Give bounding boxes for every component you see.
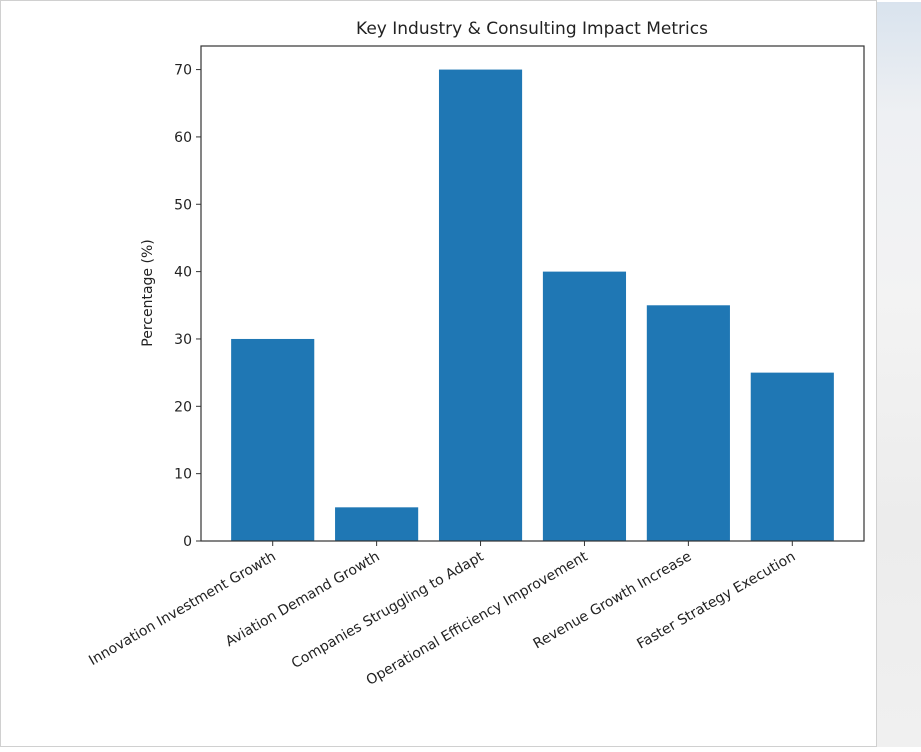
bar <box>231 338 315 541</box>
y-tick-label: 30 <box>174 332 192 348</box>
y-tick-label: 20 <box>174 399 192 415</box>
x-tick-label: Companies Struggling to Adapt <box>289 548 487 672</box>
chart-title: Key Industry & Consulting Impact Metrics <box>356 19 708 39</box>
chart-frame: Key Industry & Consulting Impact Metrics… <box>0 0 877 747</box>
side-panel <box>877 2 921 747</box>
y-tick-label: 70 <box>174 63 192 79</box>
bar <box>646 305 730 541</box>
y-tick-label: 10 <box>174 467 192 483</box>
axes-frame <box>200 45 865 542</box>
bar <box>542 271 627 541</box>
bar <box>438 69 523 542</box>
y-tick-label: 50 <box>174 197 192 213</box>
y-tick-label: 60 <box>174 130 192 146</box>
y-axis-label: Percentage (%) <box>140 239 156 346</box>
bar <box>750 372 834 541</box>
bar <box>335 507 419 541</box>
x-tick-label: Operational Efficiency Improvement <box>364 548 591 688</box>
y-tick-label: 0 <box>183 534 192 550</box>
bar-chart: Key Industry & Consulting Impact Metrics… <box>86 19 865 689</box>
y-tick-label: 40 <box>174 265 192 281</box>
x-tick-label: Innovation Investment Growth <box>86 549 278 669</box>
